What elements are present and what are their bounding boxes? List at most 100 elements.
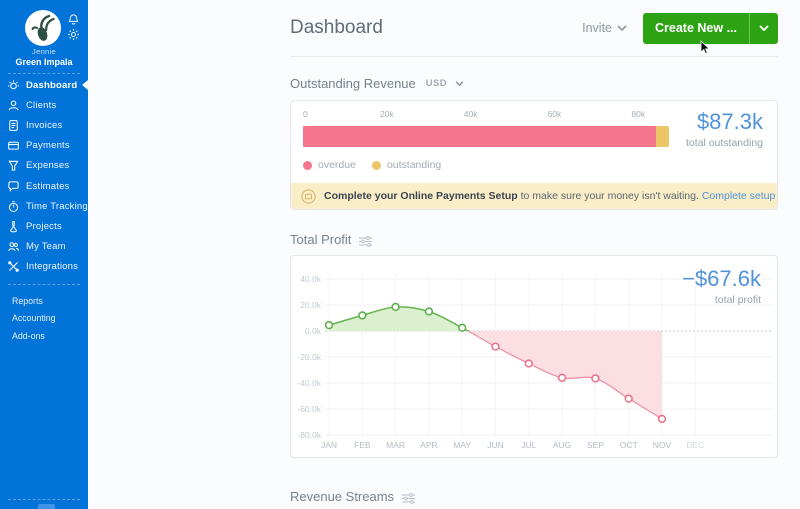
create-new-label: Create New ... — [655, 21, 737, 35]
filter-sliders-icon[interactable] — [402, 491, 416, 504]
svg-text:-20.0k: -20.0k — [297, 352, 321, 362]
sidebar-item-time-tracking[interactable]: Time Tracking — [0, 196, 88, 216]
sidebar-item-label: Projects — [26, 220, 62, 232]
section-title: Total Profit — [290, 232, 352, 247]
sidebar-divider — [8, 284, 80, 285]
sidebar-item-label: Expenses — [26, 160, 70, 172]
mouse-cursor — [700, 40, 711, 55]
sidebar-item-expenses[interactable]: Expenses — [0, 156, 88, 176]
legend-label: overdue — [318, 159, 356, 171]
sidebar-item-payments[interactable]: Payments — [0, 136, 88, 156]
svg-text:JAN: JAN — [321, 440, 337, 450]
sidebar-item-my-team[interactable]: My Team — [0, 237, 88, 257]
complete-setup-link[interactable]: Complete setup — [701, 190, 776, 202]
svg-text:SEP: SEP — [587, 440, 604, 450]
sidebar-item-estimates[interactable]: Estimates — [0, 176, 88, 196]
payments-setup-banner: Complete your Online Payments Setup to m… — [291, 183, 777, 209]
sidebar-item-dashboard[interactable]: Dashboard — [0, 75, 88, 95]
total-outstanding-block: $87.3k total outstanding — [686, 109, 763, 149]
button-divider — [749, 12, 750, 44]
total-profit-card: 40.0k 20.0k 0.0k -20.0k -40.0k -60.0k -80.0k JA… — [290, 255, 778, 458]
payments-setup-icon — [301, 188, 316, 204]
sidebar-item-accounting[interactable]: Accounting — [0, 310, 88, 328]
legend-item-overdue: overdue — [303, 159, 356, 171]
sidebar-item-label: Add-ons — [12, 330, 45, 341]
main-content: Dashboard Invite Create New ... Outstand… — [290, 0, 778, 505]
create-new-button[interactable]: Create New ... — [643, 12, 778, 44]
svg-text:MAR: MAR — [386, 440, 405, 450]
outstanding-bar-segment[interactable] — [655, 126, 669, 147]
user-company: Green Impala — [15, 57, 73, 67]
sidebar-item-label: Reports — [12, 295, 43, 306]
total-profit-chart[interactable]: 40.0k 20.0k 0.0k -20.0k -40.0k -60.0k -80.0k JA… — [291, 256, 777, 457]
svg-text:DEC: DEC — [686, 440, 704, 450]
svg-text:40.0k: 40.0k — [300, 274, 322, 284]
estimates-icon — [7, 180, 20, 193]
sidebar-item-reports[interactable]: Reports — [0, 292, 88, 310]
sidebar-item-clients[interactable]: Clients — [0, 95, 88, 115]
svg-text:MAY: MAY — [453, 440, 471, 450]
invoices-icon — [7, 119, 20, 132]
sidebar-item-projects[interactable]: Projects — [0, 216, 88, 236]
svg-text:20.0k: 20.0k — [300, 300, 322, 310]
time-tracking-icon — [7, 200, 20, 213]
dashboard-icon — [7, 79, 20, 92]
invite-dropdown[interactable]: Invite — [582, 21, 627, 35]
clients-icon — [7, 99, 20, 112]
integrations-icon — [7, 260, 20, 273]
outstanding-revenue-bar[interactable] — [303, 126, 669, 147]
sidebar-nav: Dashboard Clients Invoices — [0, 75, 88, 277]
svg-text:JUN: JUN — [487, 440, 504, 450]
expenses-icon — [7, 159, 20, 172]
outstanding-revenue-card: 0 20k 40k 60k 80k overdue outstanding $87.3k… — [290, 100, 778, 210]
sidebar-item-label: Payments — [26, 140, 70, 152]
overdue-bar-segment[interactable] — [303, 126, 656, 147]
sidebar-item-invoices[interactable]: Invoices — [0, 115, 88, 135]
svg-text:OCT: OCT — [620, 440, 638, 450]
overdue-dot-icon — [303, 160, 312, 170]
page-title: Dashboard — [290, 17, 383, 38]
sidebar-item-integrations[interactable]: Integrations — [0, 257, 88, 277]
total-profit-block: −$67.6k total profit — [682, 266, 761, 306]
section-title: Outstanding Revenue — [290, 76, 416, 91]
svg-text:-60.0k: -60.0k — [297, 404, 321, 414]
svg-text:JUL: JUL — [521, 440, 536, 450]
outstanding-revenue-header: Outstanding Revenue USD — [290, 75, 778, 92]
bar-legend: overdue outstanding — [303, 159, 441, 171]
sidebar-divider — [8, 73, 80, 74]
my-team-icon — [7, 240, 20, 253]
user-name: Jennie — [32, 47, 56, 56]
impala-logo-icon — [31, 14, 55, 41]
svg-text:-40.0k: -40.0k — [297, 378, 321, 388]
projects-icon — [7, 220, 20, 233]
sidebar-item-label: Clients — [26, 99, 57, 111]
total-outstanding-value: $87.3k — [696, 109, 763, 134]
svg-text:NOV: NOV — [653, 440, 672, 450]
notifications-bell-icon[interactable] — [67, 13, 80, 26]
sidebar-item-label: My Team — [26, 241, 66, 253]
page-header: Dashboard Invite Create New ... — [290, 0, 778, 57]
svg-text:AUG: AUG — [553, 440, 571, 450]
sidebar-item-label: Accounting — [12, 313, 56, 324]
outstanding-dot-icon — [371, 160, 381, 170]
currency-selector[interactable]: USD — [425, 78, 448, 89]
chevron-down-icon[interactable] — [750, 25, 778, 31]
sidebar-item-label: Invoices — [26, 119, 63, 131]
total-profit-value: −$67.6k — [682, 266, 761, 291]
filter-sliders-icon[interactable] — [359, 234, 373, 247]
banner-text: Complete your Online Payments Setup to m… — [324, 190, 776, 202]
invite-label: Invite — [582, 21, 613, 35]
svg-text:0.0k: 0.0k — [305, 326, 322, 336]
total-profit-caption: total profit — [714, 294, 761, 306]
chevron-down-icon[interactable] — [455, 81, 464, 86]
sidebar-cutoff-element — [38, 504, 55, 509]
total-outstanding-caption: total outstanding — [685, 137, 763, 149]
avatar[interactable] — [25, 10, 61, 46]
sidebar-divider — [8, 499, 80, 500]
svg-text:-80.0k: -80.0k — [297, 430, 321, 440]
revenue-streams-header: Revenue Streams — [290, 488, 778, 505]
sidebar-item-label: Integrations — [26, 261, 79, 273]
sidebar-item-add-ons[interactable]: Add-ons — [0, 327, 88, 345]
settings-gear-icon[interactable] — [67, 28, 80, 41]
